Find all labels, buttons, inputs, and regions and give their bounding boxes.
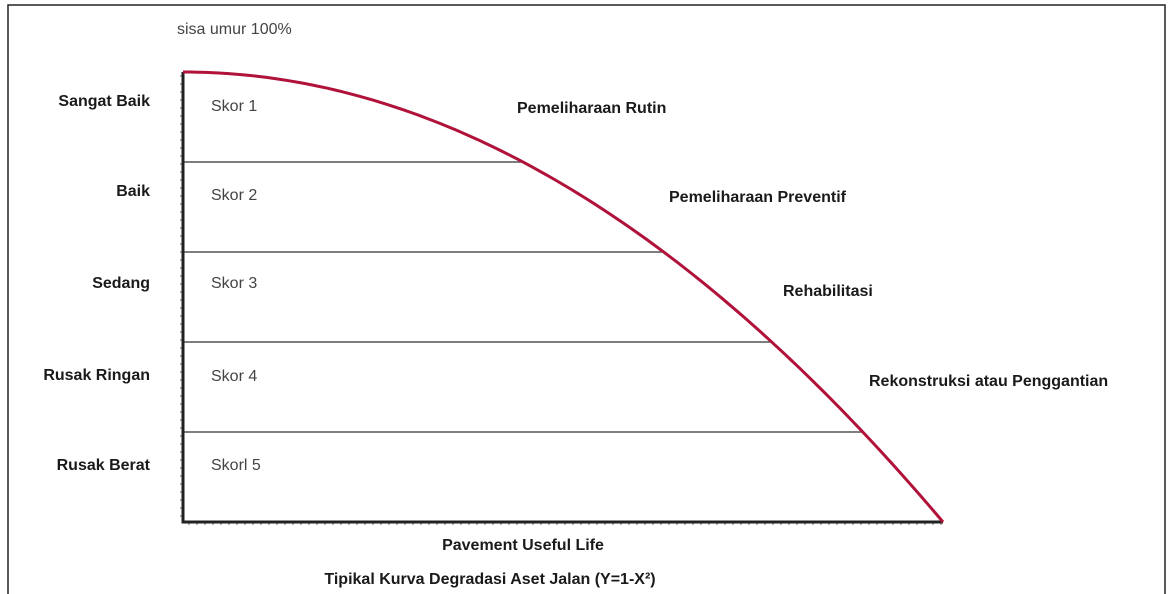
treatment-label: Rekonstruksi atau Penggantian xyxy=(869,373,1108,390)
condition-label: Sedang xyxy=(92,275,150,292)
caption: Tipikal Kurva Degradasi Aset Jalan (Y=1-… xyxy=(324,571,655,588)
frame xyxy=(7,4,1166,594)
chart-area: Sangat Baik Baik Sedang Rusak Ringan Rusak B… xyxy=(43,70,1108,525)
x-axis-label: Pavement Useful Life xyxy=(442,537,604,554)
axes xyxy=(181,72,943,524)
treatment-label: Rehabilitasi xyxy=(783,283,873,300)
score-label: Skor 1 xyxy=(211,98,257,115)
top-label: sisa umur 100% xyxy=(177,21,292,38)
condition-label: Sangat Baik xyxy=(58,93,150,110)
condition-label: Rusak Ringan xyxy=(43,367,150,384)
condition-label: Rusak Berat xyxy=(57,457,151,474)
degradation-curve xyxy=(183,70,945,523)
condition-label: Baik xyxy=(116,183,150,200)
treatment-label: Pemeliharaan Rutin xyxy=(517,100,666,117)
treatment-label: Pemeliharaan Preventif xyxy=(669,189,847,206)
score-label: Skor 4 xyxy=(211,368,257,385)
score-label: Skorl 5 xyxy=(211,457,261,474)
score-label: Skor 2 xyxy=(211,187,257,204)
score-label: Skor 3 xyxy=(211,275,257,292)
